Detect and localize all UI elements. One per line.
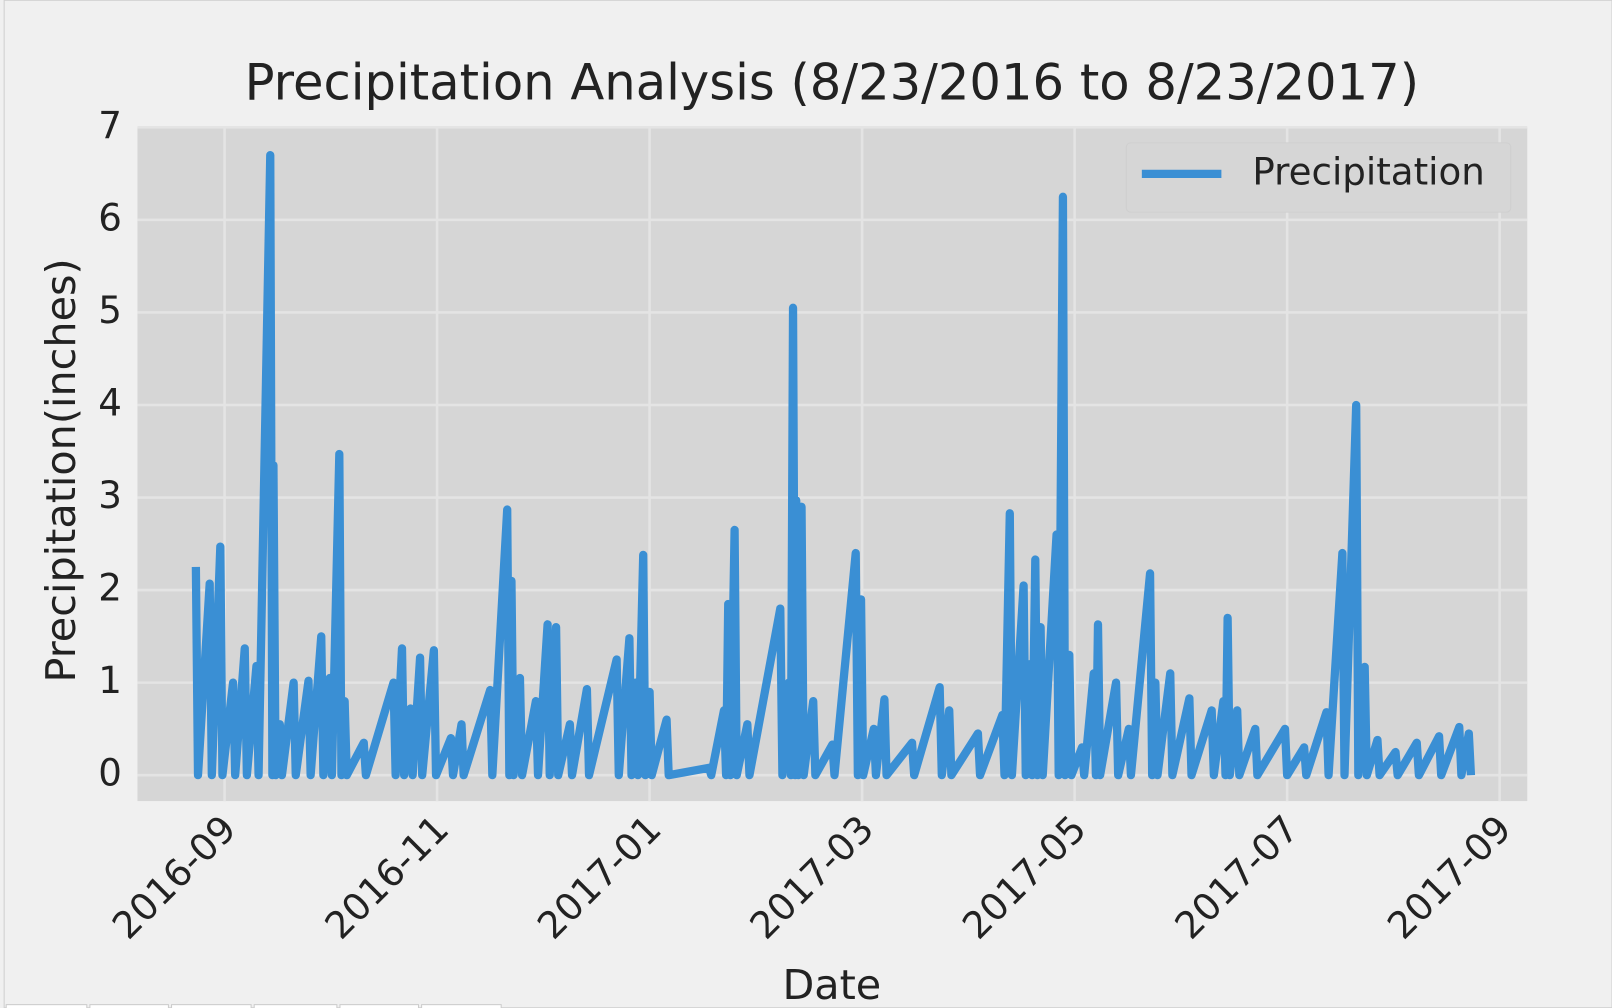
lines [191, 150, 1476, 780]
y-tick-label: 1 [98, 658, 122, 702]
y-tick-label: 0 [98, 751, 122, 795]
y-tick-label: 3 [98, 473, 122, 517]
grid [137, 126, 1528, 802]
y-axis-title: Precipitation(inches) [37, 258, 85, 682]
legend-label: Precipitation [1252, 149, 1484, 193]
y-tick-label: 7 [98, 103, 122, 147]
y-tick-label: 6 [98, 195, 122, 239]
chart-title: Precipitation Analysis (8/23/2016 to 8/2… [245, 54, 1419, 112]
x-axis-title: Date [782, 961, 881, 1008]
y-tick-label: 4 [98, 380, 122, 424]
data-line [191, 150, 1476, 780]
tabs [5, 1004, 502, 1008]
y-tick-label: 2 [98, 566, 122, 610]
y-tick-label: 5 [98, 288, 122, 332]
plot-area [137, 127, 1528, 802]
legend-box [1125, 142, 1512, 213]
legend: Precipitation [1125, 142, 1512, 213]
